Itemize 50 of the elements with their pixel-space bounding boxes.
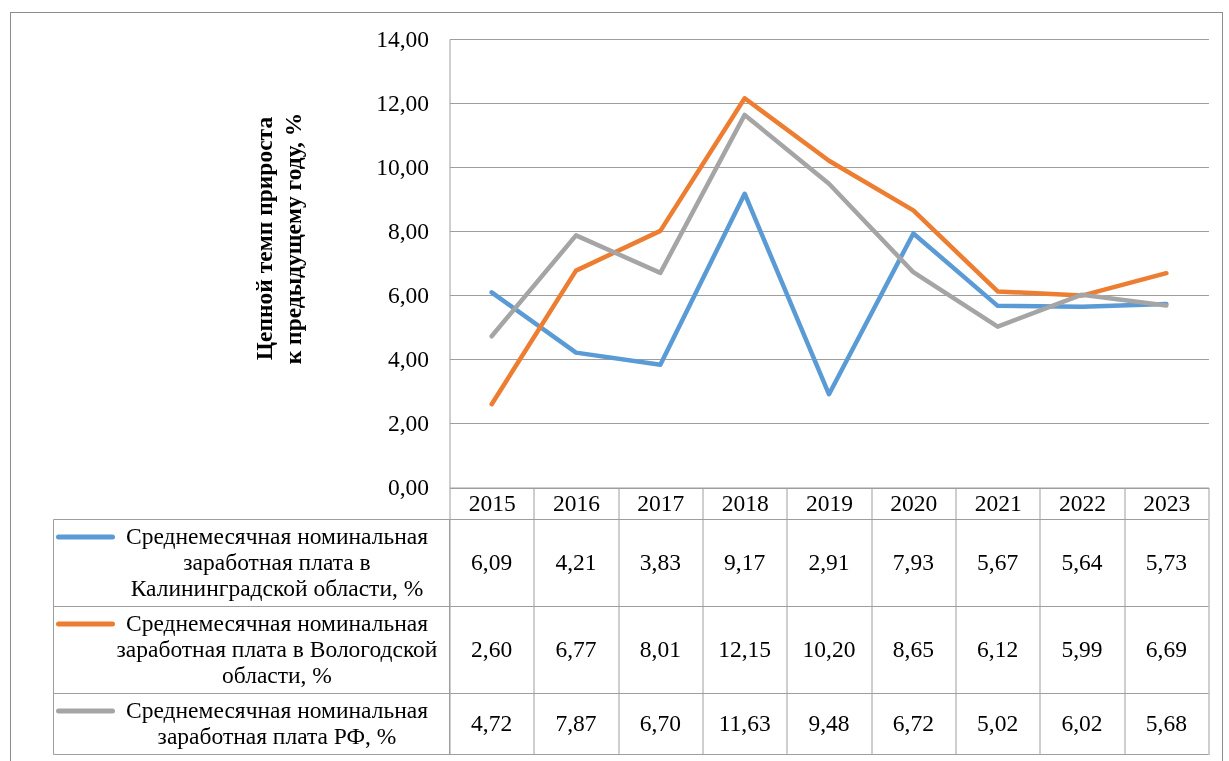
y-tick-label: 6,00 xyxy=(387,281,429,308)
x-tick-label: 2021 xyxy=(974,490,1022,516)
data-label: 8,01 xyxy=(639,636,681,662)
y-tick-label: 8,00 xyxy=(387,217,429,244)
data-label: 9,17 xyxy=(724,549,766,575)
y-tick-label: 12,00 xyxy=(376,89,429,116)
data-label: 6,02 xyxy=(1061,710,1103,736)
data-label: 5,64 xyxy=(1061,549,1103,575)
x-tick-label: 2016 xyxy=(553,490,601,516)
data-label: 4,72 xyxy=(471,710,513,736)
x-tick-label: 2019 xyxy=(806,490,853,516)
y-tick-label: 14,00 xyxy=(376,25,429,52)
legend-label: Среднемесячная номинальная заработная плата в Вологодской области, % xyxy=(116,610,438,688)
x-tick-label: 2018 xyxy=(721,490,769,516)
data-label: 10,20 xyxy=(802,636,856,662)
data-label: 8,65 xyxy=(892,636,934,662)
data-label: 5,67 xyxy=(977,549,1019,575)
x-tick-label: 2017 xyxy=(637,490,685,516)
legend-label: Среднемесячная номинальная заработная плата РФ, % xyxy=(126,697,429,749)
x-tick-label: 2020 xyxy=(890,490,938,516)
data-label: 12,15 xyxy=(718,636,772,662)
y-axis-title: Цепной темп прироста к предыдущему году, % xyxy=(251,112,306,365)
data-label: 5,68 xyxy=(1145,710,1187,736)
line-series xyxy=(489,96,1169,407)
x-tick-label: 2023 xyxy=(1143,490,1191,516)
line-series xyxy=(489,191,1169,397)
data-label: 2,91 xyxy=(808,549,850,575)
data-label: 6,09 xyxy=(471,549,513,575)
data-label: 2,60 xyxy=(471,636,513,662)
y-tick-label: 2,00 xyxy=(387,409,429,436)
data-label: 5,73 xyxy=(1145,549,1187,575)
data-label: 7,93 xyxy=(892,549,934,575)
y-tick-label: 0,00 xyxy=(387,474,429,500)
data-label: 3,83 xyxy=(639,549,681,575)
data-label: 5,99 xyxy=(1061,636,1103,662)
data-label: 11,63 xyxy=(718,710,771,736)
data-label: 6,70 xyxy=(639,710,681,736)
data-label: 6,12 xyxy=(977,636,1019,662)
data-label: 6,69 xyxy=(1145,636,1187,662)
data-label: 5,02 xyxy=(977,710,1019,736)
x-tick-label: 2015 xyxy=(468,490,516,516)
data-label: 7,87 xyxy=(555,710,597,736)
data-label: 9,48 xyxy=(808,710,850,736)
legend-label: Среднемесячная номинальная заработная плата в Калининградской области, % xyxy=(126,523,429,601)
data-label: 6,72 xyxy=(892,710,934,736)
x-tick-label: 2022 xyxy=(1059,490,1106,516)
y-tick-label: 4,00 xyxy=(387,345,429,372)
y-tick-label: 10,00 xyxy=(376,153,429,180)
data-label: 4,21 xyxy=(555,549,597,575)
data-label: 6,77 xyxy=(555,636,597,662)
